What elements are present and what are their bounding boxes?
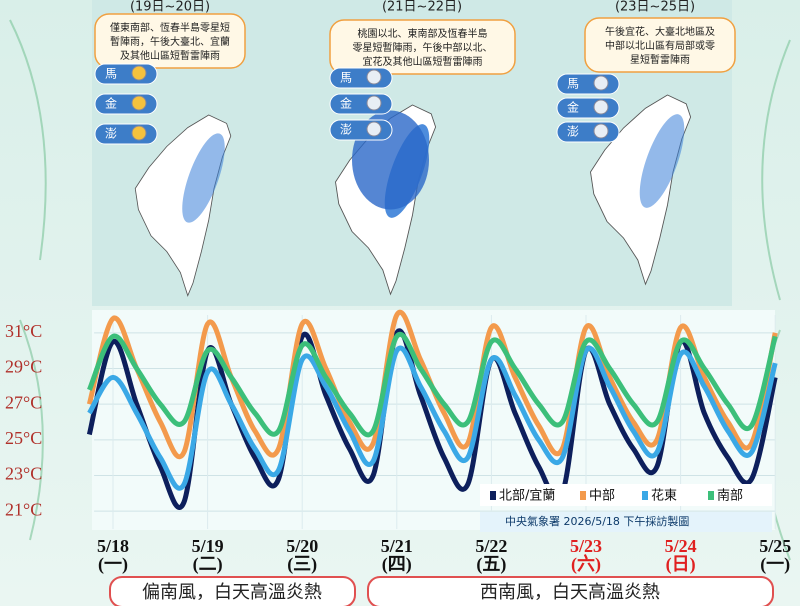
forecast-panels: (19日~20日) 僅東南部、恆春半島零星短暫陣雨，午後大臺北、宜蘭及其他山區短暫… xyxy=(94,0,736,297)
weather-icon xyxy=(593,123,609,139)
station-label: 金 xyxy=(567,100,579,115)
x-tick-sublabel: (一) xyxy=(760,554,790,575)
x-tick-label: 5/18 xyxy=(97,536,129,556)
station-label: 馬 xyxy=(105,67,117,81)
panel-date: (23日~25日) xyxy=(615,0,695,15)
x-tick-label: 5/24 xyxy=(665,536,697,556)
weather-icon xyxy=(593,75,609,91)
text-box xyxy=(94,13,246,69)
text-box xyxy=(329,19,516,75)
x-tick-sublabel: (五) xyxy=(476,554,506,575)
weather-icon xyxy=(366,69,382,85)
weather-icon xyxy=(131,95,147,111)
rain-area xyxy=(182,133,225,223)
x-tick-sublabel: (六) xyxy=(571,553,601,575)
legend-swatch xyxy=(580,491,586,500)
banner-box xyxy=(367,576,774,606)
line-chart: 21°C23°C25°C27°C29°C31°C5/18(一)5/19(二)5/… xyxy=(5,309,791,575)
x-tick-label: 5/25 xyxy=(759,536,791,556)
panel-text: 暫陣雨，午後大臺北、宜蘭 xyxy=(110,35,230,48)
panel-date: (21日~22日) xyxy=(382,0,462,15)
series-line xyxy=(87,345,778,491)
x-tick-sublabel: (日) xyxy=(666,554,696,575)
panel-text: 中部以北山區有局部或零 xyxy=(605,39,715,52)
legend-label: 中部 xyxy=(589,489,615,504)
legend-label: 北部/宜蘭 xyxy=(499,488,555,504)
legend-label: 花東 xyxy=(651,488,677,504)
y-tick-label: 31°C xyxy=(5,321,42,341)
y-tick-label: 25°C xyxy=(5,428,42,448)
station-label: 馬 xyxy=(340,71,352,85)
x-tick-sublabel: (一) xyxy=(98,554,128,575)
panel-text: 宜花及其他山區短暫雷陣雨 xyxy=(363,55,483,68)
station-label: 金 xyxy=(105,96,117,111)
station-label: 澎 xyxy=(340,123,352,137)
weather-icon xyxy=(131,65,147,81)
x-tick-sublabel: (二) xyxy=(193,554,223,575)
panel-text: 午後宜花、大臺北地區及 xyxy=(605,25,715,38)
station-label: 澎 xyxy=(567,125,579,139)
x-tick-label: 5/23 xyxy=(570,536,602,556)
panel-text: 及其他山區短暫雷陣雨 xyxy=(120,49,220,62)
weather-icon xyxy=(131,125,147,141)
x-tick-label: 5/22 xyxy=(475,536,507,556)
legend xyxy=(480,484,772,506)
station-label: 金 xyxy=(340,96,352,111)
legend-swatch xyxy=(708,491,714,500)
x-tick-label: 5/19 xyxy=(192,536,224,556)
panel-date: (19日~20日) xyxy=(130,0,210,15)
banner-text: 偏南風，白天高溫炎熱 xyxy=(142,582,322,603)
x-tick-sublabel: (三) xyxy=(287,554,317,575)
x-tick-sublabel: (四) xyxy=(382,554,412,575)
legend-label: 南部 xyxy=(717,488,743,504)
weather-icon xyxy=(593,99,609,115)
legend-swatch xyxy=(490,491,496,500)
legend-swatch xyxy=(642,491,648,500)
y-tick-label: 27°C xyxy=(5,392,42,412)
station-label: 馬 xyxy=(567,77,579,91)
weather-icon xyxy=(366,95,382,111)
banner-box xyxy=(109,576,356,606)
x-tick-label: 5/21 xyxy=(381,536,413,556)
series-line xyxy=(86,309,778,460)
series-line xyxy=(87,331,778,438)
banner-text: 西南風，白天高溫炎熱 xyxy=(480,582,660,603)
y-tick-label: 23°C xyxy=(5,464,42,484)
station-label: 澎 xyxy=(105,127,117,141)
y-tick-label: 21°C xyxy=(5,499,42,519)
text-box xyxy=(584,17,736,73)
y-tick-label: 29°C xyxy=(5,357,42,377)
panel-text: 零星短暫陣雨，午後中部以北、 xyxy=(353,41,493,54)
source-box xyxy=(480,512,772,532)
x-tick-label: 5/20 xyxy=(286,536,318,556)
panel-text: 桃園以北、東南部及恆春半島 xyxy=(358,27,488,40)
panel-text: 僅東南部、恆春半島零星短 xyxy=(110,21,230,34)
panel-text: 星短暫雷陣雨 xyxy=(630,53,690,66)
weather-icon xyxy=(366,121,382,137)
source: 中央氣象署 2026/5/18 下午採訪製圖 xyxy=(505,514,689,528)
rain-area xyxy=(639,114,685,208)
